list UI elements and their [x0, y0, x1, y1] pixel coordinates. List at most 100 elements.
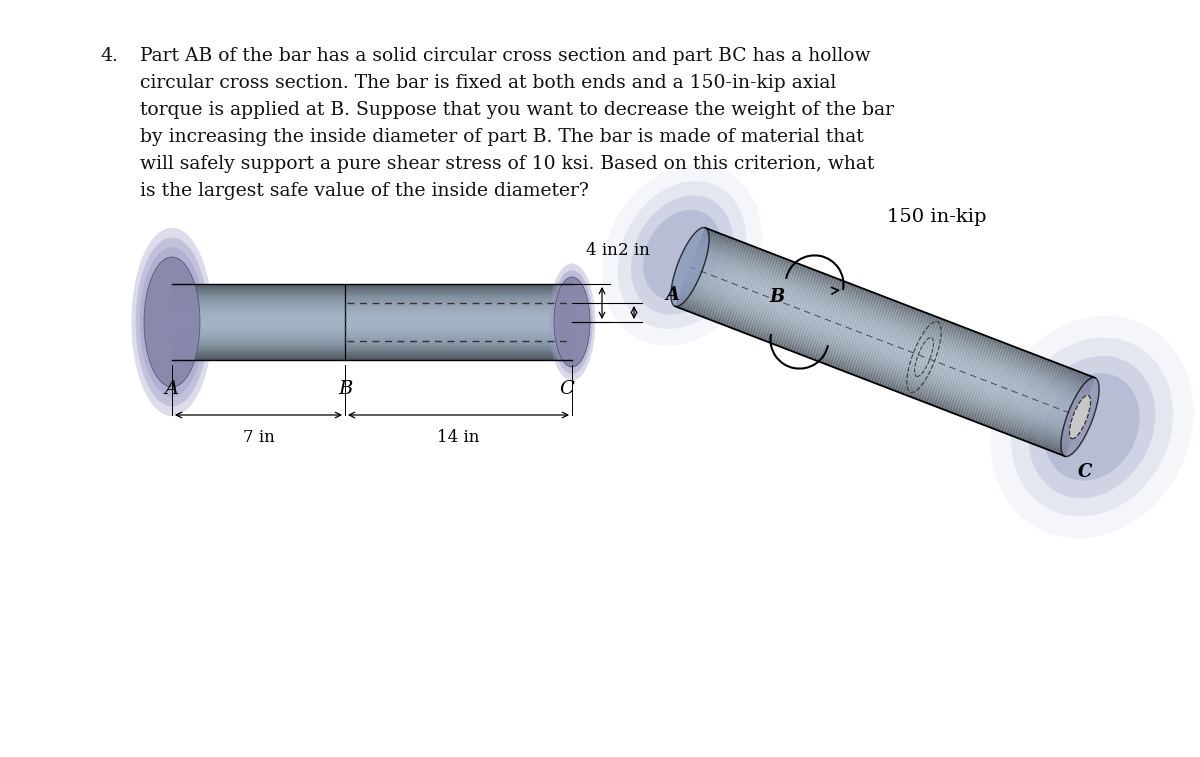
Bar [172, 344, 572, 346]
Bar [172, 341, 572, 342]
Polygon shape [703, 231, 1094, 382]
Bar [172, 299, 572, 300]
Polygon shape [690, 265, 1081, 416]
Bar [172, 355, 572, 357]
Ellipse shape [1010, 338, 1174, 516]
Polygon shape [686, 277, 1076, 428]
Polygon shape [688, 271, 1079, 422]
Ellipse shape [602, 164, 762, 346]
Polygon shape [682, 288, 1072, 440]
Polygon shape [684, 281, 1075, 431]
Bar [172, 338, 572, 339]
Polygon shape [678, 297, 1069, 447]
Polygon shape [696, 251, 1086, 401]
Polygon shape [695, 254, 1085, 405]
Text: is the largest safe value of the inside diameter?: is the largest safe value of the inside … [140, 182, 589, 200]
Bar [172, 317, 572, 318]
Bar [172, 307, 572, 308]
Polygon shape [701, 238, 1091, 388]
Polygon shape [691, 262, 1082, 413]
Bar [172, 353, 572, 354]
Polygon shape [688, 272, 1078, 423]
Polygon shape [698, 244, 1090, 394]
Polygon shape [704, 230, 1094, 381]
Bar [172, 292, 572, 294]
Polygon shape [676, 302, 1067, 453]
Polygon shape [690, 267, 1080, 418]
Text: Part AB of the bar has a solid circular cross section and part BC has a hollow: Part AB of the bar has a solid circular … [140, 47, 870, 65]
Polygon shape [702, 235, 1092, 387]
Bar [172, 306, 572, 307]
Polygon shape [685, 279, 1075, 430]
Ellipse shape [551, 270, 593, 374]
Polygon shape [694, 256, 1084, 407]
Bar [172, 312, 572, 313]
Bar [172, 320, 572, 321]
Bar [172, 319, 572, 320]
Polygon shape [704, 229, 1094, 380]
Bar [172, 288, 572, 290]
Polygon shape [686, 275, 1076, 426]
Bar [172, 340, 572, 341]
Polygon shape [678, 298, 1068, 450]
Bar [172, 357, 572, 358]
Polygon shape [701, 238, 1091, 390]
Bar [172, 324, 572, 325]
Polygon shape [689, 270, 1079, 421]
Bar [172, 296, 572, 298]
Text: A: A [665, 286, 679, 304]
Bar [172, 326, 572, 327]
Bar [172, 347, 572, 349]
Bar [172, 305, 572, 306]
Bar [172, 308, 572, 309]
Text: 14 in: 14 in [437, 429, 480, 446]
Bar [172, 314, 572, 316]
Polygon shape [689, 268, 1080, 419]
Polygon shape [702, 235, 1092, 385]
Text: C: C [1078, 463, 1092, 481]
Ellipse shape [132, 228, 212, 416]
Text: will safely support a pure shear stress of 10 ksi. Based on this criterion, what: will safely support a pure shear stress … [140, 155, 875, 173]
Bar [172, 343, 572, 344]
Bar [172, 284, 572, 285]
Polygon shape [691, 263, 1081, 414]
Ellipse shape [618, 181, 746, 329]
Bar [172, 313, 572, 314]
Text: 7 in: 7 in [242, 429, 275, 446]
Polygon shape [678, 298, 1068, 448]
Polygon shape [702, 234, 1093, 385]
Bar [172, 333, 572, 335]
Polygon shape [692, 261, 1082, 412]
Ellipse shape [671, 228, 709, 307]
Ellipse shape [1044, 373, 1140, 481]
Bar [172, 309, 572, 310]
Polygon shape [688, 273, 1078, 424]
Polygon shape [703, 232, 1093, 383]
Bar [172, 291, 572, 292]
Bar [172, 350, 572, 351]
Polygon shape [691, 264, 1081, 415]
Polygon shape [694, 257, 1084, 408]
Bar [172, 335, 572, 336]
Polygon shape [686, 276, 1076, 427]
Polygon shape [679, 295, 1069, 447]
Polygon shape [692, 260, 1082, 411]
Polygon shape [676, 304, 1066, 455]
Polygon shape [682, 288, 1072, 438]
Text: A: A [164, 380, 179, 398]
Polygon shape [684, 282, 1074, 434]
Bar [172, 285, 572, 286]
Polygon shape [683, 284, 1074, 435]
Ellipse shape [140, 248, 204, 397]
Bar [172, 310, 572, 312]
Polygon shape [679, 294, 1070, 444]
Text: 150 in-kip: 150 in-kip [887, 208, 986, 226]
Polygon shape [680, 291, 1070, 443]
Polygon shape [677, 299, 1068, 450]
Bar [172, 295, 572, 296]
Ellipse shape [1028, 356, 1156, 498]
Ellipse shape [554, 277, 590, 367]
Text: 2 in: 2 in [618, 242, 650, 259]
Bar [172, 327, 572, 328]
Polygon shape [700, 239, 1091, 391]
